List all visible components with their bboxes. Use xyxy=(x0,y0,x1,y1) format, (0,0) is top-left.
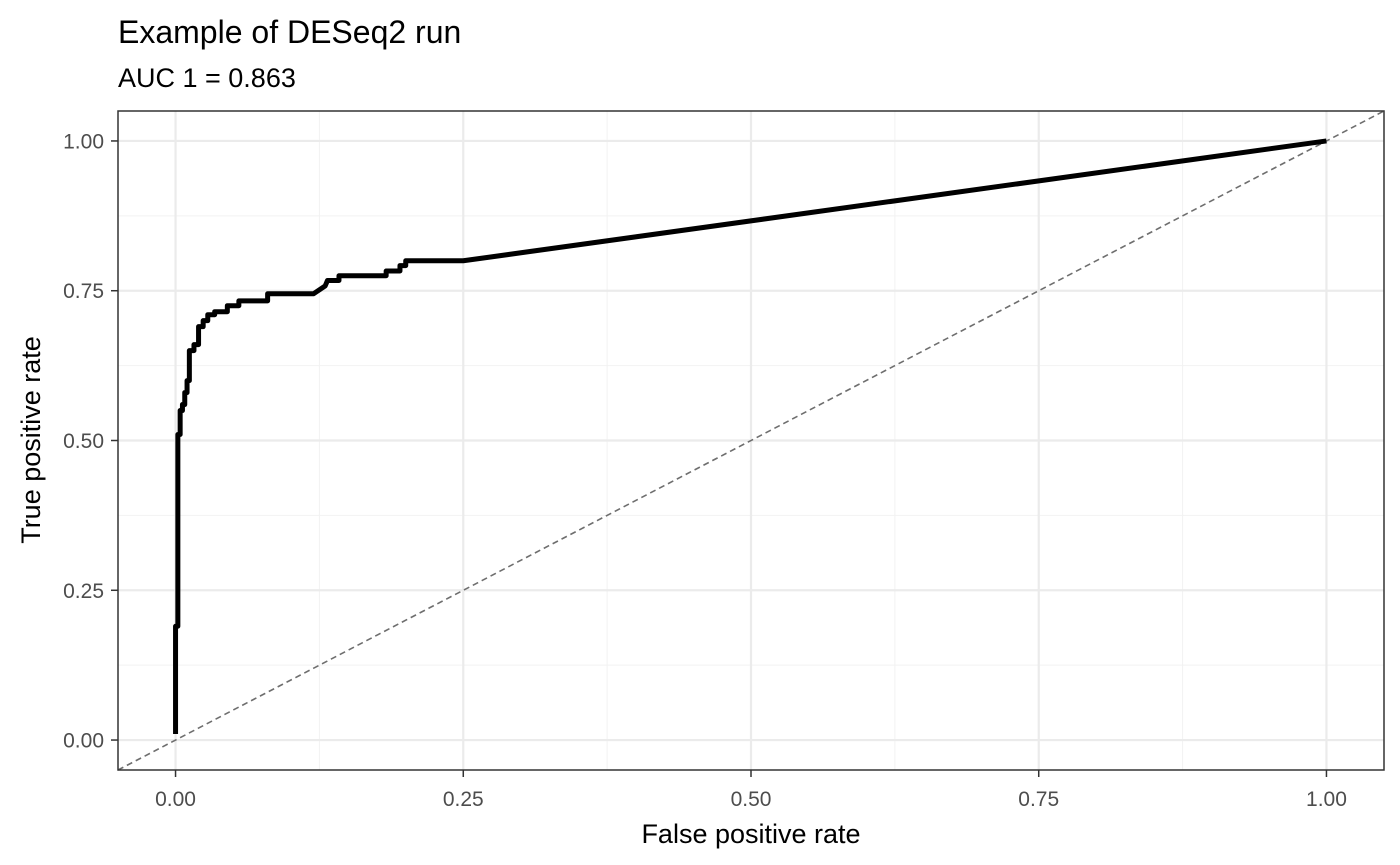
y-tick-label: 0.50 xyxy=(63,430,104,453)
roc-curve-line xyxy=(173,138,1327,735)
chart-subtitle: AUC 1 = 0.863 xyxy=(118,63,296,93)
roc-series xyxy=(173,138,1327,735)
y-tick-label: 0.25 xyxy=(63,580,104,603)
y-axis: 0.00 0.25 0.50 0.75 1.00 xyxy=(63,130,118,753)
diagonal-reference-line xyxy=(117,110,1385,771)
x-tick-label: 0.75 xyxy=(1018,788,1059,811)
y-tick-label: 0.75 xyxy=(63,280,104,303)
y-tick-label: 0.00 xyxy=(63,730,104,753)
x-tick-label: 0.00 xyxy=(155,788,196,811)
x-tick-label: 0.25 xyxy=(443,788,484,811)
x-axis: 0.00 0.25 0.50 0.75 1.00 xyxy=(155,770,1347,811)
y-tick-label: 1.00 xyxy=(63,130,104,153)
chart-title: Example of DESeq2 run xyxy=(118,14,462,50)
y-axis-title: True positive rate xyxy=(16,336,46,544)
x-axis-title: False positive rate xyxy=(641,819,860,849)
x-tick-label: 0.50 xyxy=(731,788,772,811)
reference-diagonal xyxy=(117,110,1385,771)
x-tick-label: 1.00 xyxy=(1306,788,1347,811)
